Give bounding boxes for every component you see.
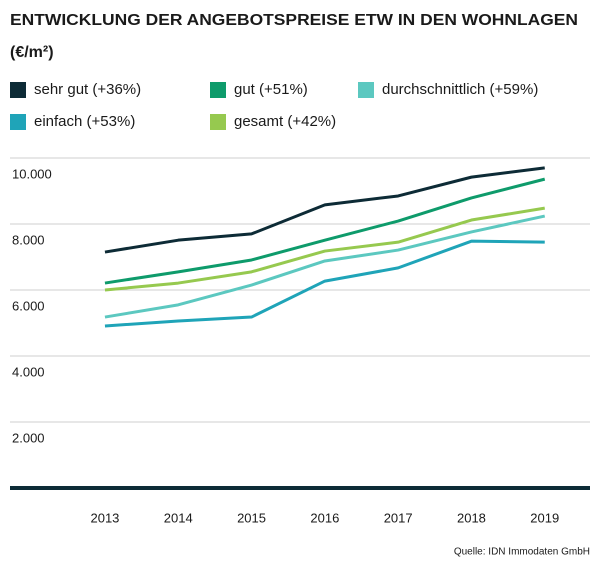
- y-tick-label: 4.000: [12, 364, 45, 379]
- x-tick-label: 2019: [530, 510, 559, 525]
- y-tick-label: 2.000: [12, 430, 45, 445]
- x-tick-label: 2015: [237, 510, 266, 525]
- legend-swatch: [210, 114, 226, 130]
- y-tick-label: 6.000: [12, 298, 45, 313]
- legend-swatch: [358, 82, 374, 98]
- x-tick-label: 2016: [310, 510, 339, 525]
- legend-label: durchschnittlich (+59%): [382, 81, 538, 98]
- legend-label: gut (+51%): [234, 81, 308, 98]
- x-tick-label: 2018: [457, 510, 486, 525]
- series-line: [104, 239, 545, 328]
- chart-subtitle: (€/m²): [10, 44, 54, 61]
- source: Quelle: IDN Immodaten GmbH: [454, 547, 590, 558]
- y-tick-label: 10.000: [12, 166, 52, 181]
- legend-swatch: [10, 82, 26, 98]
- legend-swatch: [10, 114, 26, 130]
- x-tick-label: 2014: [164, 510, 193, 525]
- series-line: [104, 177, 546, 285]
- x-tick-label: 2013: [90, 510, 119, 525]
- y-tick-label: 8.000: [12, 232, 45, 247]
- series-line: [104, 166, 545, 254]
- legend-label: einfach (+53%): [34, 113, 135, 130]
- series-line: [104, 214, 546, 319]
- legend-swatch: [210, 82, 226, 98]
- series-line: [104, 206, 545, 292]
- x-tick-label: 2017: [384, 510, 413, 525]
- legend-label: sehr gut (+36%): [34, 81, 141, 98]
- chart-title: ENTWICKLUNG DER ANGEBOTSPREISE ETW IN DE…: [10, 12, 578, 29]
- legend-label: gesamt (+42%): [234, 113, 336, 130]
